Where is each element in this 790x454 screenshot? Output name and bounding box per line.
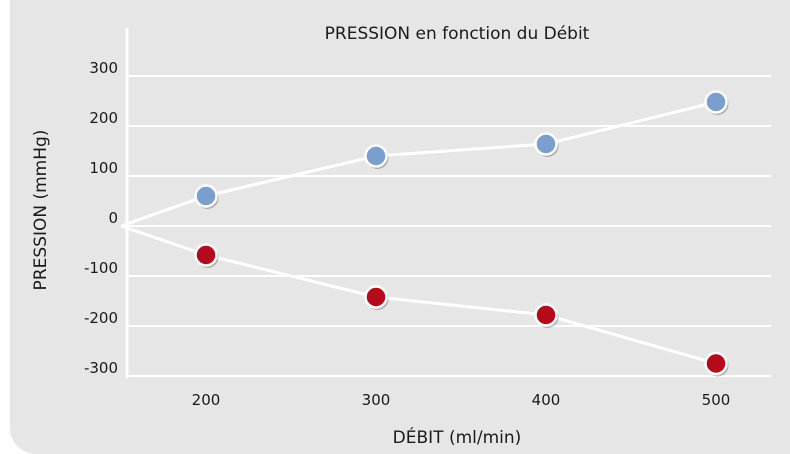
series-1-point [704,90,728,114]
y-tick-label: 100 [89,159,118,177]
series-2-point [704,351,728,376]
series-points [194,90,729,377]
y-tick-label: -100 [84,259,118,277]
grid-lines [127,75,771,377]
series-1-point [194,184,218,208]
series-1-point [364,144,388,168]
series-1-point [534,132,558,156]
x-tick-label: 500 [702,391,731,409]
x-tick-label: 200 [192,391,221,409]
x-axis-label: DÉBIT (ml/min) [393,426,522,448]
series-lines [120,100,717,365]
series-2-point [534,303,558,327]
series-2-point [364,285,388,309]
y-tick-label: -200 [84,309,118,327]
y-axis-label: PRESSION (mmHg) [31,130,51,291]
y-tick-labels: 300 200 100 0 -100 -200 -300 [84,59,118,377]
x-tick-label: 400 [532,391,561,409]
y-tick-label: 0 [108,209,118,227]
y-tick-label: -300 [84,359,118,377]
x-tick-labels: 200 300 400 500 [192,391,731,409]
x-tick-label: 300 [362,391,391,409]
y-tick-label: 300 [89,59,118,77]
y-tick-label: 200 [89,109,118,127]
series-2-point [194,243,218,267]
chart-title: PRESSION en fonction du Débit [325,24,590,44]
